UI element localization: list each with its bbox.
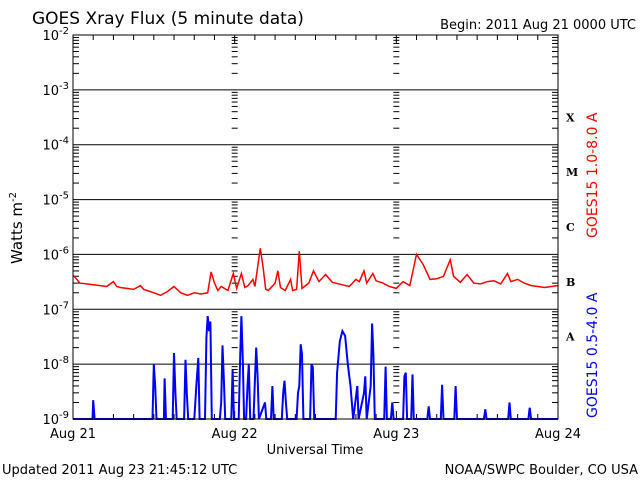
x-tick-label: Aug 21 bbox=[50, 427, 96, 442]
y-tick-label: 10-8 bbox=[42, 355, 69, 373]
y-tick-base: 10 bbox=[42, 303, 59, 318]
y-tick-label: 10-3 bbox=[42, 81, 69, 99]
y-tick-base: 10 bbox=[42, 84, 59, 99]
legend-goes15-long: GOES15 1.0-8.0 A bbox=[585, 112, 601, 238]
chart-title: GOES Xray Flux (5 minute data) bbox=[32, 9, 304, 29]
y-tick-base: 10 bbox=[42, 139, 59, 154]
x-tick-label: Aug 22 bbox=[212, 427, 258, 442]
y-tick-exponent: -2 bbox=[59, 26, 69, 37]
begin-time: Begin: 2011 Aug 21 0000 UTC bbox=[440, 18, 636, 33]
plot-frame bbox=[72, 34, 559, 420]
y-axis-label-text: Watts m bbox=[8, 202, 26, 264]
svg-text:Watts m-2: Watts m-2 bbox=[8, 192, 26, 264]
y-tick-exponent: -5 bbox=[59, 191, 69, 202]
source-credit: NOAA/SWPC Boulder, CO USA bbox=[445, 463, 638, 478]
series-lines bbox=[72, 248, 559, 420]
legend-goes15-short: GOES15 0.5-4.0 A bbox=[585, 292, 601, 418]
y-tick-label: 10-9 bbox=[42, 410, 69, 428]
y-tick-base: 10 bbox=[42, 358, 59, 373]
y-tick-base: 10 bbox=[42, 194, 59, 209]
y-tick-label: 10-6 bbox=[42, 245, 69, 263]
series-line-goes15-short bbox=[73, 316, 558, 420]
grid bbox=[73, 34, 558, 420]
flare-class-B: B bbox=[566, 276, 575, 289]
x-tick-label: Aug 24 bbox=[535, 427, 581, 442]
y-tick-label: 10-5 bbox=[42, 191, 69, 209]
y-tick-exponent: -8 bbox=[59, 355, 69, 366]
x-tick-labels: Aug 21 Aug 22 Aug 23 Aug 24 bbox=[50, 427, 581, 442]
y-axis-label-exponent: -2 bbox=[8, 192, 19, 202]
x-axis-label: Universal Time bbox=[267, 443, 364, 458]
y-tick-base: 10 bbox=[42, 248, 59, 263]
y-tick-exponent: -7 bbox=[59, 300, 69, 311]
y-tick-base: 10 bbox=[42, 413, 59, 428]
y-tick-exponent: -9 bbox=[59, 410, 69, 421]
y-tick-label: 10-4 bbox=[42, 136, 69, 154]
flare-class-A: A bbox=[565, 331, 575, 344]
flare-class-labels: X M C B A bbox=[565, 111, 578, 343]
y-tick-labels: 10-210-310-410-510-610-710-810-9 bbox=[42, 26, 69, 428]
y-tick-base: 10 bbox=[42, 29, 59, 44]
y-tick-exponent: -4 bbox=[59, 136, 69, 147]
axis-ticks bbox=[73, 35, 558, 419]
flare-class-C: C bbox=[566, 221, 575, 234]
y-tick-label: 10-2 bbox=[42, 26, 69, 44]
flare-class-X: X bbox=[566, 111, 575, 124]
x-tick-label: Aug 23 bbox=[373, 427, 419, 442]
y-tick-exponent: -3 bbox=[59, 81, 69, 92]
flare-class-M: M bbox=[566, 166, 578, 179]
y-tick-label: 10-7 bbox=[42, 300, 69, 318]
series-line-goes15-long bbox=[72, 248, 559, 297]
y-tick-exponent: -6 bbox=[59, 245, 69, 256]
updated-timestamp: Updated 2011 Aug 23 21:45:12 UTC bbox=[2, 463, 237, 478]
y-axis-label: Watts m-2 bbox=[8, 192, 26, 264]
